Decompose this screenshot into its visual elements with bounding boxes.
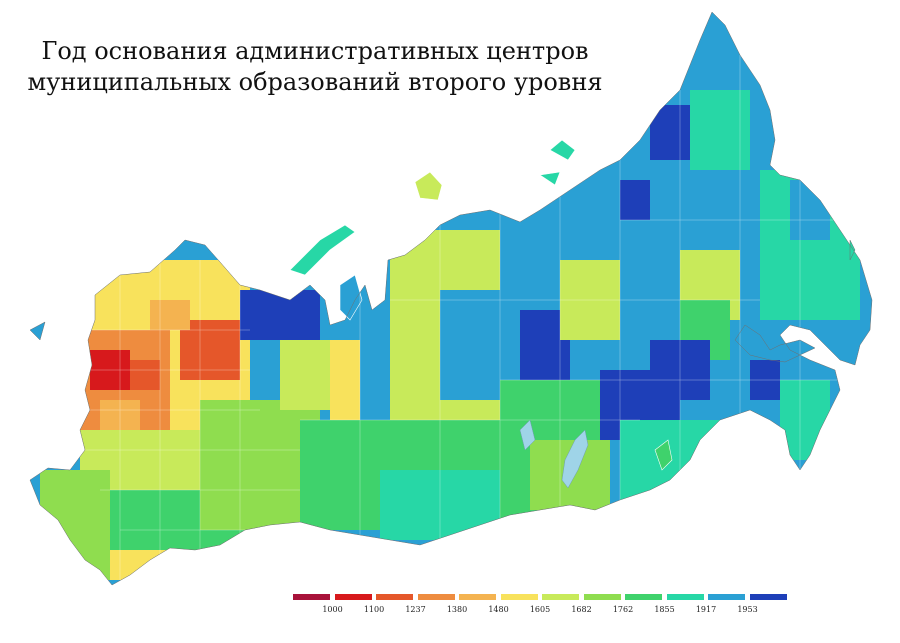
legend-label: 1100: [363, 605, 385, 614]
legend-swatch: [417, 594, 455, 600]
legend-swatch: [293, 594, 330, 600]
legend-swatch: [500, 594, 538, 600]
legend-swatch: [749, 594, 787, 600]
lake: [519, 419, 536, 451]
map-title: Год основания административных центров м…: [20, 36, 610, 98]
legend-label: 1605: [529, 605, 551, 614]
legend-label: 1953: [737, 605, 758, 614]
legend-swatch: [625, 594, 662, 600]
legend-label: 1682: [571, 605, 592, 614]
legend-swatch: [376, 594, 413, 600]
legend-label: 1000: [322, 605, 343, 614]
legend-swatch: [583, 594, 621, 600]
legend-label: 1480: [488, 605, 509, 614]
region-borders: [80, 55, 860, 580]
legend-swatch: [542, 594, 579, 600]
islands: [289, 139, 673, 471]
legend-swatch: [334, 594, 372, 600]
map-title-line-1: Год основания административных центров: [41, 37, 589, 65]
map-title-line-2: муниципальных образований второго уровня: [27, 68, 603, 96]
legend-swatch: [459, 594, 496, 600]
legend-swatch: [666, 594, 704, 600]
legend-label: 1237: [405, 605, 426, 614]
legend-label: 1855: [654, 605, 675, 614]
color-legend: 1000 1100 1237 1380 1480 1605 1682 1762 1855 1917…: [293, 594, 793, 624]
legend-label: 1917: [695, 605, 717, 614]
legend-label: 1380: [446, 605, 468, 614]
lake-baikal: [561, 429, 589, 489]
legend-swatch: [708, 594, 745, 600]
legend-label: 1762: [612, 605, 634, 614]
